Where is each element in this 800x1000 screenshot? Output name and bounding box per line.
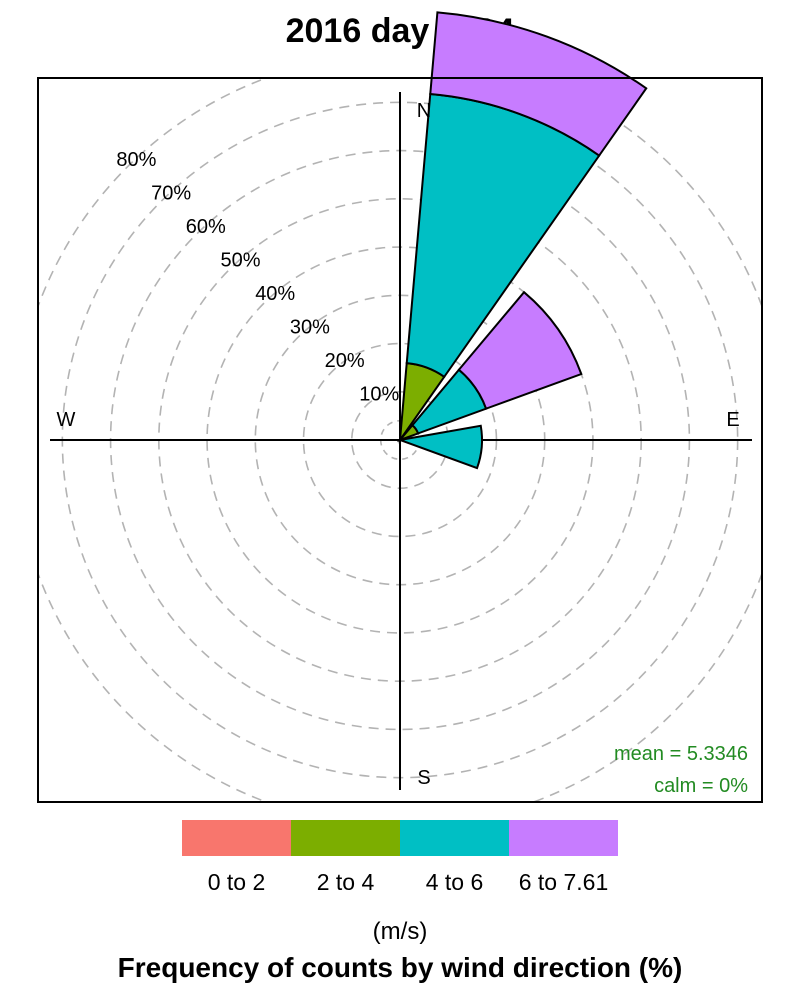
- radial-tick-label: 60%: [186, 216, 226, 238]
- radial-tick-label: 40%: [255, 283, 295, 305]
- plot-border: [37, 77, 763, 803]
- compass-label-w: W: [57, 409, 76, 431]
- legend-label-3: 6 to 7.61: [519, 869, 609, 895]
- legend-swatch-0: [182, 820, 291, 856]
- legend-swatch-3: [509, 820, 618, 856]
- legend-swatch-2: [400, 820, 509, 856]
- legend-label-1: 2 to 4: [317, 869, 375, 895]
- compass-label-n: N: [417, 100, 431, 122]
- radial-tick-label: 50%: [220, 249, 260, 271]
- sector-segment-95-bin-2: [396, 424, 483, 470]
- legend-label-2: 4 to 6: [426, 869, 484, 895]
- calm-label: calm = 0%: [654, 775, 748, 797]
- compass-label-s: S: [417, 767, 430, 789]
- radial-tick-label: 80%: [116, 149, 156, 171]
- compass-labels: N E S W: [57, 100, 740, 789]
- sector-segment-55-bin-3: [457, 290, 583, 410]
- wind-sectors: [396, 11, 648, 470]
- radial-tick-label: 20%: [325, 350, 365, 372]
- speed-legend: 0 to 2 2 to 4 4 to 6 6 to 7.61: [182, 820, 618, 895]
- legend-units: (m/s): [372, 918, 428, 945]
- radial-tick-label: 30%: [290, 316, 330, 338]
- sector-segment-20-bin-3: [429, 11, 648, 157]
- chart-footer: Frequency of counts by wind direction (%…: [117, 952, 683, 983]
- mean-label: mean = 5.3346: [614, 743, 748, 765]
- legend-label-0: 0 to 2: [208, 869, 266, 895]
- radial-tick-labels: 10% 20% 30% 40% 50% 60% 70% 80%: [116, 149, 399, 406]
- radial-tick-label: 10%: [359, 383, 399, 405]
- radial-tick-label: 70%: [151, 182, 191, 204]
- compass-label-e: E: [726, 409, 739, 431]
- legend-swatch-1: [291, 820, 400, 856]
